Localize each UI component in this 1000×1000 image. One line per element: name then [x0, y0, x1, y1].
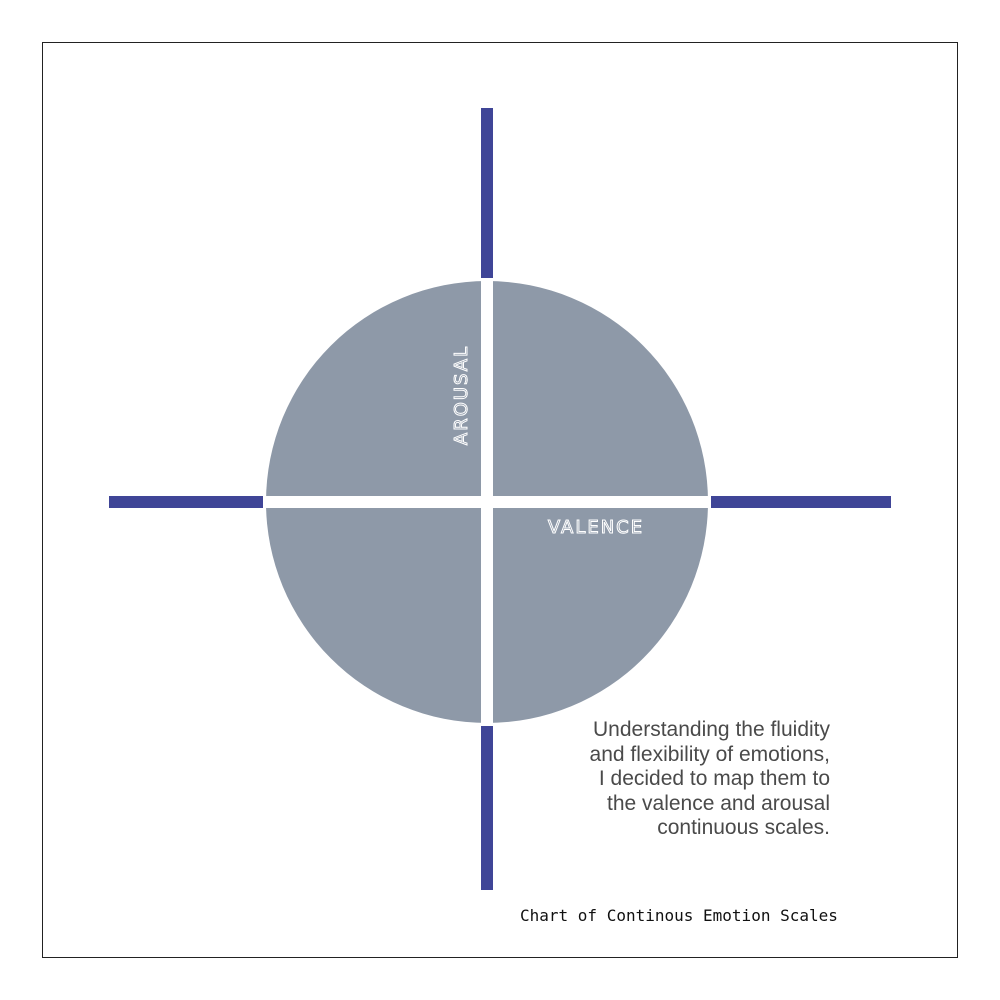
caption-line: and flexibility of emotions, — [589, 742, 830, 766]
horizontal-divider — [263, 496, 711, 508]
caption-text: Understanding the fluidity and flexibili… — [520, 718, 830, 841]
valence-label: VALENCE — [548, 517, 644, 538]
chart-title: Chart of Continous Emotion Scales — [520, 906, 838, 925]
caption-line: I decided to map them to — [598, 767, 830, 790]
caption-line: continuous scales. — [657, 816, 830, 839]
arousal-label: AROUSAL — [451, 345, 472, 445]
caption-line: Understanding the fluidity — [593, 718, 830, 741]
caption-line: the valence and arousal — [607, 791, 830, 815]
